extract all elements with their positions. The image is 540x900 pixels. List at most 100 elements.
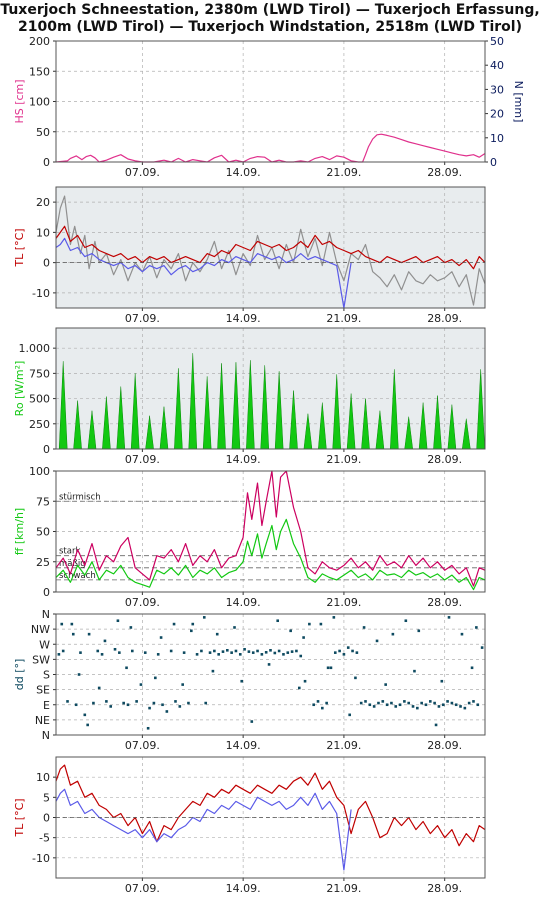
- y-axis-label: ff [km/h]: [13, 508, 26, 555]
- direction-point: [362, 626, 366, 629]
- panel-snow: 0 50 100 150 200 07.09. 14.09. 21.09. 28.09. 0 10 2…: [13, 35, 525, 179]
- direction-point: [87, 632, 91, 636]
- y-tick-label: 10: [36, 226, 50, 239]
- direction-point: [342, 653, 346, 656]
- direction-point: [172, 622, 176, 626]
- direction-point: [161, 703, 164, 707]
- direction-point: [217, 653, 220, 656]
- y-tick-label: SW: [32, 653, 50, 666]
- direction-point: [148, 706, 151, 710]
- direction-point: [329, 666, 333, 670]
- y-tick-label: 0: [43, 812, 50, 825]
- direction-point: [267, 663, 271, 666]
- direction-point: [467, 701, 471, 705]
- x-tick-label: 14.09.: [226, 882, 261, 895]
- x-tick-label: 28.09.: [427, 739, 462, 752]
- direction-point: [260, 653, 264, 656]
- y-tick-label: 150: [29, 65, 50, 78]
- direction-point: [289, 629, 292, 633]
- direction-point: [156, 653, 160, 656]
- direction-point: [57, 653, 61, 656]
- y-right-tick-label: 40: [490, 59, 504, 72]
- direction-point: [146, 726, 150, 730]
- direction-point: [290, 650, 294, 653]
- direction-point: [282, 653, 285, 656]
- direction-point: [375, 639, 379, 643]
- y-right-tick-label: 30: [490, 83, 504, 96]
- direction-point: [182, 651, 186, 654]
- direction-point: [420, 701, 423, 705]
- x-tick-label: 14.09.: [226, 312, 261, 325]
- direction-point: [470, 666, 474, 670]
- chart-title-line-2: 2100m (LWD Tirol) — Tuxerjoch Windstatio…: [17, 19, 522, 35]
- direction-point: [125, 666, 128, 670]
- direction-point: [60, 622, 64, 626]
- direction-point: [351, 649, 354, 653]
- direction-point: [195, 653, 199, 656]
- series-line-wind_mean: [55, 518, 486, 591]
- plot-frame: [55, 470, 486, 593]
- threshold-label: mäßig: [59, 559, 86, 569]
- y-right-tick-label: 20: [490, 108, 504, 121]
- y-tick-label: 0: [43, 257, 50, 270]
- x-tick-label: 28.09.: [427, 596, 462, 609]
- direction-point: [308, 622, 311, 626]
- direction-point: [364, 700, 367, 703]
- direction-point: [100, 653, 104, 656]
- x-tick-label: 14.09.: [226, 739, 261, 752]
- direction-point: [251, 651, 255, 654]
- x-tick-label: 28.09.: [427, 166, 462, 179]
- direction-point: [338, 649, 341, 653]
- x-tick-label: 07.09.: [125, 739, 160, 752]
- direction-point: [97, 686, 101, 690]
- y-tick-label: 5: [43, 791, 50, 804]
- direction-point: [325, 701, 328, 705]
- x-tick-label: 28.09.: [427, 312, 462, 325]
- y-tick-label: -10: [32, 287, 50, 300]
- y-right-axis-label: N [mm]: [512, 81, 525, 123]
- panel-radiation: 0 250 500 750 1.000 07.09. 14.09. 21.09. 28.09. R…: [13, 327, 486, 466]
- y-right-tick-label: 10: [490, 132, 504, 145]
- direction-point: [109, 705, 113, 708]
- direction-point: [213, 649, 216, 653]
- direction-point: [404, 619, 408, 623]
- y-tick-label: N: [42, 608, 50, 621]
- direction-point: [390, 701, 393, 705]
- direction-point: [368, 703, 372, 707]
- direction-point: [247, 650, 251, 653]
- direction-point: [372, 705, 376, 708]
- y-tick-label: N: [42, 729, 50, 742]
- series-line-snow_depth: [55, 133, 486, 163]
- direction-point: [208, 651, 212, 654]
- direction-point: [475, 626, 478, 629]
- direction-point: [416, 706, 419, 710]
- y-tick-label: 1.000: [19, 342, 51, 355]
- direction-point: [204, 701, 208, 705]
- direction-point: [302, 636, 305, 639]
- y-tick-label: 50: [36, 526, 50, 539]
- plot-frame: [55, 756, 486, 879]
- direction-point: [454, 703, 458, 707]
- y-tick-label: 0: [43, 586, 50, 599]
- threshold-label: stürmisch: [59, 492, 101, 502]
- direction-point: [66, 700, 69, 703]
- y-axis-label: HS [cm]: [13, 79, 26, 123]
- direction-point: [295, 649, 298, 653]
- y-axis-label: TL [°C]: [13, 228, 26, 267]
- y-right-tick-label: 50: [490, 35, 504, 48]
- direction-point: [354, 676, 357, 680]
- y-tick-label: 25: [36, 556, 50, 569]
- direction-point: [226, 649, 229, 652]
- x-tick-label: 21.09.: [326, 453, 361, 466]
- y-tick-label: 75: [36, 495, 50, 508]
- direction-point: [303, 679, 307, 683]
- direction-point: [299, 654, 303, 658]
- direction-point: [459, 705, 462, 708]
- y-tick-label: -5: [39, 832, 50, 845]
- direction-point: [348, 713, 351, 717]
- direction-point: [71, 632, 75, 636]
- direction-point: [333, 651, 337, 654]
- direction-point: [359, 701, 363, 705]
- direction-point: [273, 651, 277, 655]
